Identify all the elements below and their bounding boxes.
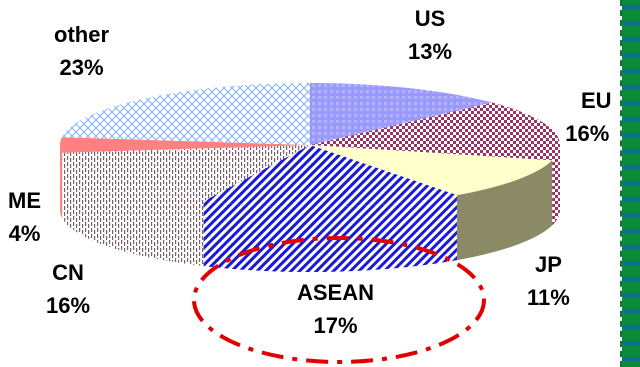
pie-slice-me <box>59 137 310 153</box>
pie-slice-asean <box>203 145 457 207</box>
label-cn: CN 16% <box>46 260 91 318</box>
label-us: US 13% <box>408 6 453 64</box>
pie-side-asean <box>203 195 457 272</box>
pie-sides <box>60 145 560 272</box>
pie-slice-jp <box>310 145 553 196</box>
pie-side-cn <box>61 152 204 267</box>
label-me: ME 4% <box>8 188 41 246</box>
pie-side-eu <box>552 145 560 226</box>
pie-side-me <box>60 145 62 218</box>
label-jp: JP 11% <box>527 252 570 310</box>
pie-slice-eu <box>310 102 560 161</box>
pie-side-jp <box>456 160 553 261</box>
pie-slice-other <box>61 82 310 145</box>
label-asean: ASEAN 17% <box>297 280 375 338</box>
pie-slice-cn <box>61 145 310 202</box>
pie-slices <box>59 82 560 207</box>
slide-border-inner <box>612 0 622 367</box>
label-other: other 23% <box>54 22 109 80</box>
highlight-circle <box>192 236 486 364</box>
pie-slice-us <box>310 83 493 145</box>
label-eu: EU 16% <box>565 88 612 146</box>
